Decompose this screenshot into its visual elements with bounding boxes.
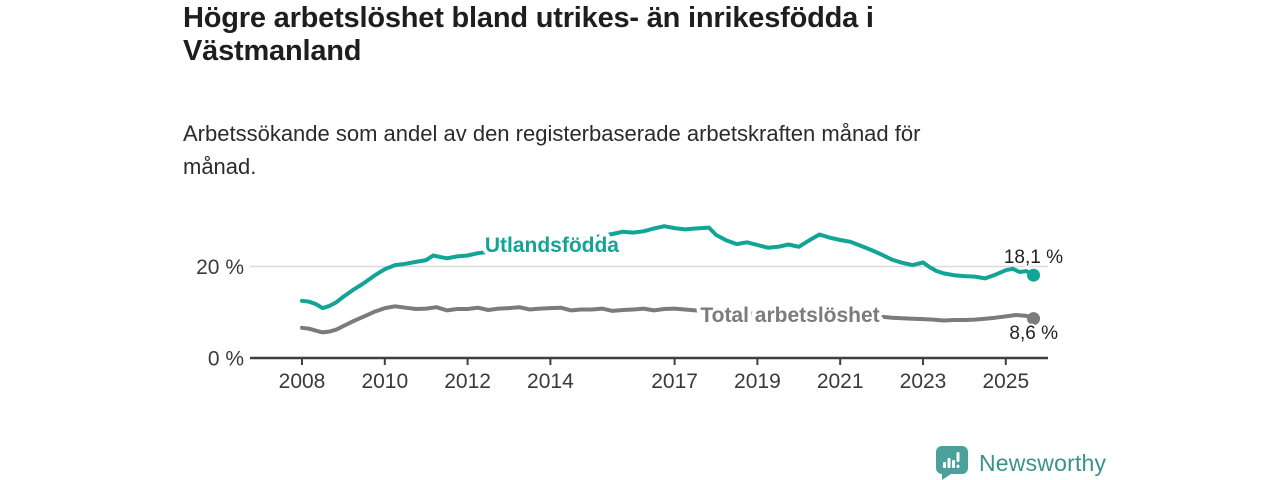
x-tick-label: 2021 (817, 370, 864, 393)
y-tick-label: 20 % (196, 256, 244, 279)
series-end-value-total: 8,6 % (1009, 323, 1058, 344)
series-end-dot-utlandsfodda (1027, 268, 1041, 282)
x-tick-label: 2010 (361, 370, 408, 393)
y-tick-label: 0 % (208, 348, 244, 371)
series-end-value-utlandsfodda: 18,1 % (1004, 247, 1063, 268)
page-title: Högre arbetslöshet bland utrikes- än inr… (183, 2, 1083, 68)
series-label-utlandsfodda: Utlandsfödda (485, 234, 619, 257)
newsworthy-logo-icon (936, 446, 968, 480)
series-label-total: Total arbetslöshet (700, 304, 879, 327)
subtitle-line-2: månad. (183, 154, 257, 179)
series-line-total (300, 304, 1036, 335)
x-tick-label: 2017 (651, 370, 698, 393)
x-tick-label: 2008 (279, 370, 326, 393)
x-tick-label: 2019 (734, 370, 781, 393)
x-tick-label: 2023 (900, 370, 947, 393)
x-tick-label: 2012 (444, 370, 491, 393)
x-tick-label: 2025 (982, 370, 1029, 393)
title-line-2: Västmanland (183, 35, 362, 67)
newsworthy-logo: Newsworthy (936, 446, 1106, 480)
subtitle-line-1: Arbetssökande som andel av den registerb… (183, 121, 921, 146)
newsworthy-logo-text: Newsworthy (979, 449, 1107, 476)
chart-subtitle: Arbetssökande som andel av den registerb… (183, 117, 1063, 183)
series-end-dot-total (1027, 312, 1041, 326)
title-line-1: Högre arbetslöshet bland utrikes- än inr… (183, 2, 874, 34)
series-line-utlandsfodda (300, 224, 1036, 311)
x-tick-label: 2014 (527, 370, 574, 393)
